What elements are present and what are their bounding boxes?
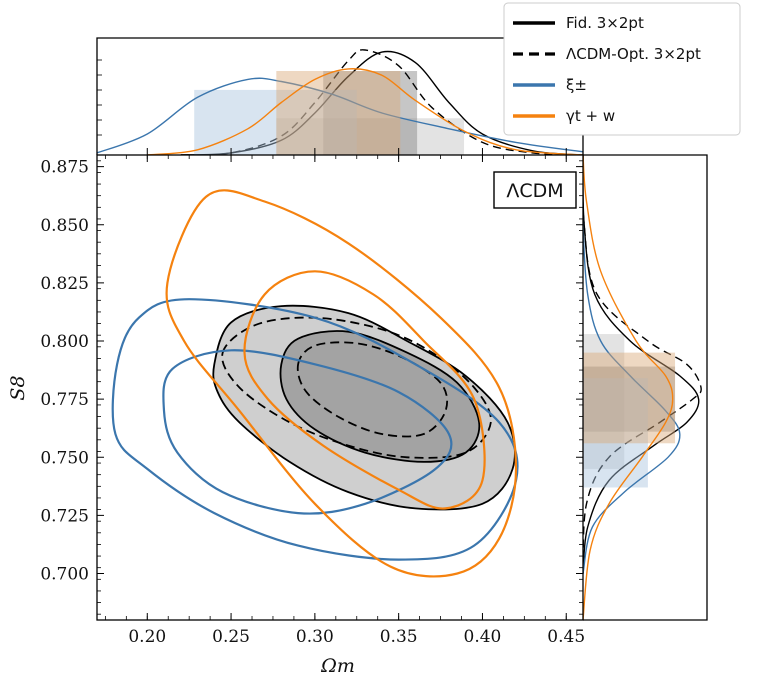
- right-interval-68-series-2: [583, 378, 648, 488]
- x-axis-label: Ωm: [320, 655, 355, 677]
- right-curve-cdm-opt-3-2pt: [582, 154, 702, 574]
- right-interval-95-fid-3-2pt: [583, 334, 625, 469]
- top-interval-68-series-2: [194, 89, 357, 155]
- top-curve-fid-3-2pt: [180, 50, 584, 156]
- main-axes-frame: [96, 154, 584, 621]
- top-curve-t-w: [147, 68, 584, 156]
- x-tick-label: 0.30: [296, 627, 334, 647]
- contour-68-fid-3-2pt: [279, 330, 481, 463]
- contour-fill-68-fiducial: [280, 331, 480, 462]
- legend-label-2: ξ±: [566, 76, 587, 94]
- y-tick-label: 0.750: [40, 448, 89, 468]
- x-tick-label: 0.45: [547, 627, 585, 647]
- contour-68-series-2: [162, 349, 453, 515]
- y-tick-label: 0.700: [40, 565, 89, 585]
- top-marginal-panel: [96, 49, 584, 156]
- y-tick-label: 0.875: [40, 158, 89, 178]
- legend-label-cdm-opt-3-2pt: ΛCDM-Opt. 3×2pt: [566, 45, 701, 63]
- top-interval-68-t-w: [276, 71, 401, 155]
- top-interval-68-fid-3-2pt: [323, 71, 418, 155]
- axes-layer: 0.20 0.25 0.30 0.35 0.40 0.45 0.700 0.725 0.750 0…: [40, 37, 708, 647]
- y-tick-label: 0.850: [40, 216, 89, 236]
- right-axes-frame: [583, 154, 708, 621]
- y-tick-label: 0.725: [40, 506, 89, 526]
- y-tick-label: 0.825: [40, 274, 89, 294]
- legend: Fid. 3×2pt ΛCDM-Opt. 3×2pt ξ± γt + w: [503, 2, 741, 136]
- legend-label-t-w: γt + w: [566, 107, 615, 125]
- contour-95-fid-3-2pt: [212, 304, 516, 511]
- contour-95-series-2: [111, 298, 519, 561]
- right-curve-fid-3-2pt: [582, 154, 700, 574]
- contour-68-t-w: [243, 270, 486, 510]
- x-tick-label: 0.35: [380, 627, 418, 647]
- right-curve-series-2: [581, 154, 681, 574]
- contour-95-t-w: [165, 189, 518, 578]
- y-tick-label: 0.775: [40, 390, 89, 410]
- model-label: ΛCDM: [506, 180, 563, 202]
- legend-label-fid-3-2pt: Fid. 3×2pt: [566, 14, 644, 32]
- y-tick-label: 0.800: [40, 332, 89, 352]
- model-label-box: ΛCDM: [493, 171, 577, 209]
- y-axis-label: S8: [7, 375, 29, 400]
- x-tick-label: 0.25: [212, 627, 250, 647]
- right-marginal-panel: [581, 154, 702, 621]
- top-curve-series-2: [96, 77, 584, 154]
- top-interval-95-fid-3-2pt: [276, 118, 465, 155]
- x-tick-label: 0.40: [464, 627, 502, 647]
- contour-68-cdm-opt-3-2pt: [296, 341, 449, 438]
- right-curve-t-w: [582, 154, 674, 621]
- main-contour-panel: [97, 155, 583, 620]
- x-tick-label: 0.20: [128, 627, 166, 647]
- right-interval-68-fid-3-2pt: [583, 366, 676, 432]
- top-curve-cdm-opt-3-2pt: [180, 49, 584, 156]
